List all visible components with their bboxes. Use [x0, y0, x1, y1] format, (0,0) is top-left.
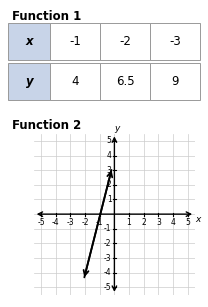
Text: -4: -4: [104, 268, 111, 277]
Text: 4: 4: [106, 151, 111, 160]
Text: 1: 1: [107, 195, 111, 204]
FancyBboxPatch shape: [100, 63, 150, 100]
Text: 5: 5: [106, 136, 111, 146]
Text: -1: -1: [104, 224, 111, 233]
Text: -3: -3: [67, 218, 74, 227]
Text: -3: -3: [104, 254, 111, 262]
Text: 9: 9: [171, 75, 178, 88]
FancyBboxPatch shape: [50, 63, 100, 100]
Text: -2: -2: [119, 35, 131, 48]
FancyBboxPatch shape: [8, 23, 50, 60]
Text: 5: 5: [185, 218, 190, 227]
FancyBboxPatch shape: [8, 63, 50, 100]
Text: 3: 3: [156, 218, 161, 227]
Text: -2: -2: [104, 239, 111, 248]
Text: y: y: [26, 75, 33, 88]
Text: -2: -2: [81, 218, 89, 227]
Text: 1: 1: [127, 218, 131, 227]
Text: -1: -1: [96, 218, 104, 227]
FancyBboxPatch shape: [50, 23, 100, 60]
Text: Function 2: Function 2: [12, 119, 81, 132]
FancyBboxPatch shape: [150, 23, 200, 60]
Text: 2: 2: [107, 180, 111, 189]
Text: 4: 4: [171, 218, 175, 227]
Text: y: y: [115, 124, 120, 133]
Text: 2: 2: [141, 218, 146, 227]
Text: -4: -4: [52, 218, 60, 227]
Text: -5: -5: [104, 283, 111, 292]
Text: 6.5: 6.5: [116, 75, 134, 88]
FancyBboxPatch shape: [150, 63, 200, 100]
Text: 4: 4: [72, 75, 79, 88]
Text: 3: 3: [106, 166, 111, 175]
FancyBboxPatch shape: [100, 23, 150, 60]
Text: x: x: [196, 215, 201, 224]
Text: -5: -5: [37, 218, 45, 227]
Text: -3: -3: [169, 35, 181, 48]
Text: Function 1: Function 1: [12, 10, 81, 22]
Text: x: x: [26, 35, 33, 48]
Text: -1: -1: [69, 35, 81, 48]
